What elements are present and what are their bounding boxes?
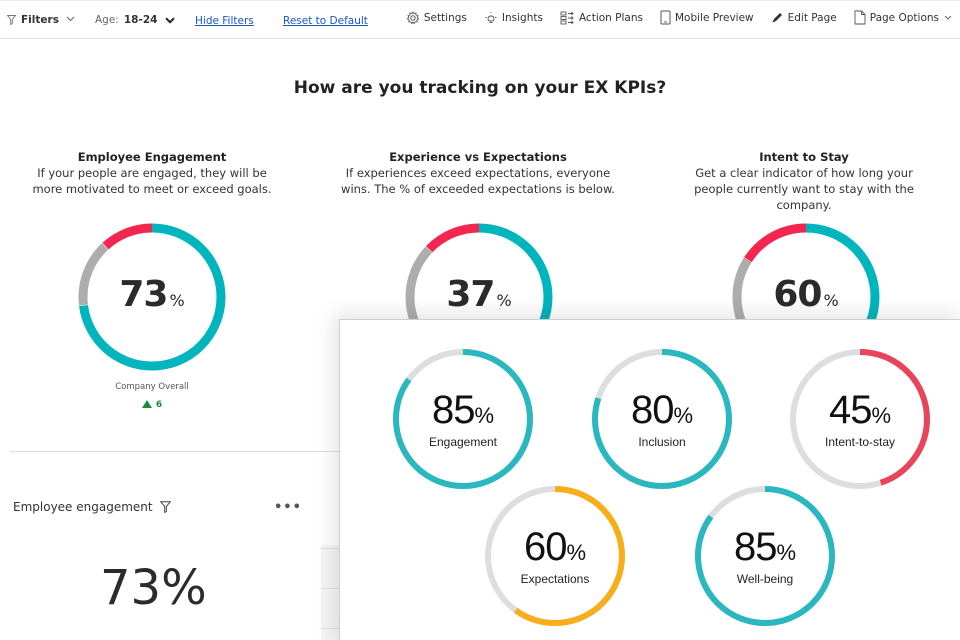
hide-filters-link[interactable]: Hide Filters — [195, 15, 254, 27]
widget-big-value: 73% — [100, 560, 207, 616]
engagement-donut-chart[interactable]: 73% — [77, 222, 227, 372]
filter-icon — [7, 15, 16, 25]
adjacent-widget-edge — [321, 545, 339, 640]
age-filter-dropdown[interactable]: Age: 18-24 — [95, 14, 176, 26]
kpi-intent-to-stay: Intent to Stay Get a clear indicator of … — [654, 150, 954, 213]
progress-ring — [485, 486, 625, 626]
kpi-experience-vs-expectations: Experience vs Expectations If experience… — [328, 150, 628, 197]
page-options-button[interactable]: Page Options — [854, 10, 956, 25]
edit-page-label: Edit Page — [787, 11, 837, 24]
company-overall-delta: 6 — [77, 400, 227, 410]
expectations-donut-chart[interactable]: 37% — [404, 222, 554, 372]
kpi-title: Employee Engagement — [77, 150, 227, 164]
more-options-button[interactable]: ••• — [274, 500, 302, 515]
kpi-title: Experience vs Expectations — [389, 150, 567, 164]
page-actions: Settings Insights Action Plans Mobile Pr… — [406, 10, 956, 25]
engagement-ring: 85% Engagement — [390, 346, 536, 492]
section-divider — [10, 451, 340, 452]
reset-to-default-link[interactable]: Reset to Default — [283, 15, 368, 27]
action-plans-icon — [560, 11, 574, 24]
gear-icon — [406, 10, 420, 24]
company-overall-label: Company Overall — [115, 382, 189, 392]
page-options-label: Page Options — [869, 11, 939, 24]
inclusion-ring: 80% Inclusion — [589, 346, 735, 492]
gauge-value: 60% — [773, 274, 839, 315]
kpi-description: If your people are engaged, they will be… — [32, 166, 272, 196]
pencil-icon — [772, 13, 782, 23]
donut-ring — [78, 223, 226, 371]
page-icon — [854, 10, 866, 25]
insights-label: Insights — [501, 11, 543, 24]
edit-page-button[interactable]: Edit Page — [771, 11, 837, 24]
kpi-employee-engagement: Employee Engagement If your people are e… — [2, 150, 302, 197]
ring-value: 85% — [733, 525, 797, 569]
widget-title: Employee engagement — [13, 500, 171, 514]
ring-label: Intent-to-stay — [824, 435, 896, 449]
settings-label: Settings — [423, 11, 467, 24]
filters-label: Filters — [21, 14, 59, 26]
gauge-value: 37% — [446, 274, 512, 315]
filter-toolbar: Filters Age: 18-24 Hide Filters Reset to… — [0, 0, 960, 39]
ring-value: 85% — [431, 388, 495, 432]
age-filter-label: Age: — [95, 14, 119, 26]
expectations-ring: 60% Expectations — [482, 483, 628, 629]
chevron-down-icon — [165, 16, 176, 24]
mobile-preview-button[interactable]: Mobile Preview — [660, 10, 754, 25]
ring-value: 60% — [523, 525, 587, 569]
filter-icon[interactable] — [159, 501, 171, 513]
progress-ring — [695, 486, 835, 626]
insights-button[interactable]: Insights — [484, 11, 543, 25]
kpi-title: Intent to Stay — [759, 150, 849, 164]
up-arrow-icon — [141, 400, 152, 408]
gauge-value: 73% — [119, 274, 185, 315]
chevron-down-icon — [944, 15, 952, 20]
ring-value: 80% — [630, 388, 694, 432]
age-filter-value: 18-24 — [123, 14, 158, 26]
progress-ring — [790, 349, 930, 489]
lightbulb-icon — [485, 11, 497, 23]
intent-to-stay-ring: 45% Intent-to-stay — [787, 346, 933, 492]
kpi-description: If experiences exceed expectations, ever… — [341, 166, 615, 196]
action-plans-label: Action Plans — [578, 11, 643, 24]
ex-kpi-rings-card: 85% Engagement 80% Inclusion 45% Intent-… — [339, 319, 960, 640]
action-plans-button[interactable]: Action Plans — [560, 11, 643, 25]
ring-label: Engagement — [428, 435, 498, 449]
mobile-preview-label: Mobile Preview — [674, 11, 754, 24]
kpi-description: Get a clear indicator of how long your p… — [694, 166, 914, 212]
ring-value: 45% — [828, 388, 892, 432]
page-title: How are you tracking on your EX KPIs? — [293, 78, 667, 98]
well-being-ring: 85% Well-being — [692, 483, 838, 629]
progress-ring — [592, 349, 732, 489]
widget-title-text: Employee engagement — [13, 500, 153, 514]
settings-button[interactable]: Settings — [406, 10, 467, 25]
ring-label: Inclusion — [638, 435, 686, 449]
ring-label: Well-being — [736, 572, 794, 586]
ring-label: Expectations — [520, 572, 590, 586]
filters-button[interactable]: Filters — [7, 14, 59, 26]
progress-ring — [393, 349, 533, 489]
filters-chevron-icon[interactable] — [66, 16, 75, 22]
mobile-icon — [660, 10, 671, 25]
